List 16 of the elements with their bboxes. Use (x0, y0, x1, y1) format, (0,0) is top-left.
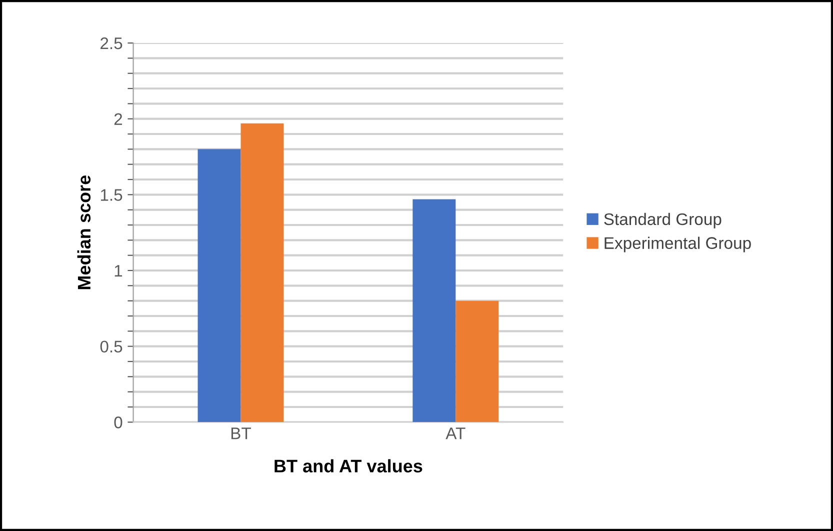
bar (240, 123, 284, 422)
x-tick-label: BT (231, 428, 252, 440)
x-axis-title: BT and AT values (274, 459, 422, 472)
y-tick-label: 2 (114, 113, 122, 125)
y-tick-label: 1 (114, 265, 122, 277)
y-tick-label: 2.5 (100, 37, 122, 50)
y-axis-title: Median score (77, 175, 91, 290)
bar (198, 149, 241, 422)
y-tick-label: 1.5 (100, 189, 122, 201)
legend-label: Experimental Group (604, 236, 751, 252)
x-tick-label: AT (446, 428, 466, 440)
y-tick-label: 0.5 (100, 340, 122, 353)
y-tick-label: 0 (114, 416, 122, 428)
legend-label: Standard Group (604, 212, 722, 228)
bar (412, 199, 456, 422)
bar (456, 300, 499, 422)
